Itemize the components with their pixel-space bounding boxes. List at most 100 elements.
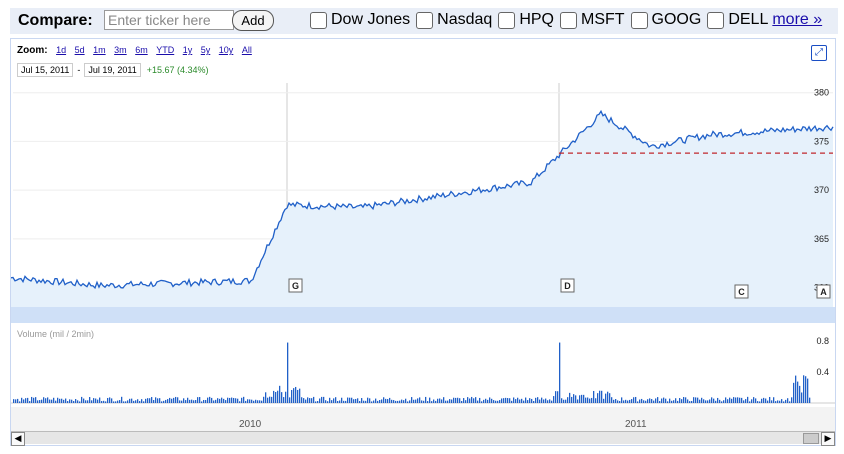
ticker-input[interactable] [104, 10, 234, 30]
add-button[interactable]: Add [232, 10, 274, 31]
scroll-right-icon[interactable]: ▶ [821, 432, 835, 446]
scroll-grip[interactable] [803, 433, 819, 444]
volume-bar [559, 342, 561, 403]
checkbox[interactable] [310, 11, 327, 29]
zoom-5y[interactable]: 5y [200, 45, 211, 55]
volume-bar [695, 397, 697, 403]
volume-bar [705, 400, 707, 403]
scroll-left-icon[interactable]: ◀ [11, 432, 25, 446]
volume-bar [45, 398, 47, 403]
more-link[interactable]: more » [772, 11, 823, 28]
volume-bar [33, 397, 35, 403]
volume-bar [27, 397, 29, 403]
compare-item-dell[interactable]: DELL [707, 11, 768, 29]
volume-bar [49, 399, 51, 403]
volume-bar [301, 397, 303, 403]
price-line [11, 109, 834, 290]
compare-item-msft[interactable]: MSFT [559, 11, 625, 29]
event-marker-G [288, 278, 303, 293]
volume-bar [715, 400, 717, 403]
checkbox[interactable] [559, 11, 577, 29]
event-label-A: A [820, 287, 827, 297]
zoom-1y[interactable]: 1y [182, 45, 193, 55]
volume-bar [551, 400, 553, 403]
zoom-5d[interactable]: 5d [74, 45, 85, 55]
volume-bar [805, 376, 807, 403]
expand-icon[interactable]: ⤢ [811, 45, 827, 61]
volume-bar [207, 397, 209, 403]
volume-bar [527, 400, 529, 403]
event-label-C: C [738, 287, 745, 297]
volume-bar [443, 397, 445, 403]
volume-bar [213, 400, 215, 403]
volume-bar [727, 399, 729, 403]
volume-bar [299, 388, 301, 403]
volume-bar [165, 399, 167, 403]
volume-bar [91, 400, 93, 403]
overview-strip[interactable]: 2010 2011 [11, 407, 835, 431]
volume-bar [789, 401, 791, 403]
volume-bar [323, 396, 325, 403]
volume-bar [95, 398, 97, 403]
volume-bar [47, 397, 49, 403]
volume-bar [765, 398, 767, 403]
checkbox[interactable] [707, 11, 725, 29]
zoom-1m[interactable]: 1m [93, 45, 106, 55]
compare-item-goog[interactable]: GOOG [630, 11, 701, 29]
volume-bar [609, 393, 611, 403]
volume-bar [627, 400, 629, 403]
volume-bar [369, 398, 371, 403]
volume-bar [85, 400, 87, 403]
volume-bar [19, 401, 21, 403]
volume-bar [673, 400, 675, 403]
compare-item-hpq[interactable]: HPQ [498, 11, 554, 29]
volume-bar [183, 398, 185, 403]
volume-bar [293, 388, 295, 403]
volume-bar [317, 401, 319, 403]
checkbox[interactable] [416, 11, 434, 29]
volume-bar [119, 400, 121, 403]
volume-bar [787, 398, 789, 403]
compare-item-dow-jones[interactable]: Dow Jones [310, 11, 410, 29]
volume-bar [535, 397, 537, 403]
scrollbar[interactable]: ◀ ▶ [11, 431, 835, 446]
zoom-1d[interactable]: 1d [56, 45, 67, 55]
volume-bar [37, 400, 39, 403]
volume-bar [113, 401, 115, 403]
volume-bar [71, 399, 73, 403]
start-date[interactable]: Jul 15, 2011 [17, 63, 74, 77]
checkbox[interactable] [498, 11, 516, 29]
volume-bar [749, 401, 751, 403]
zoom-6m[interactable]: 6m [135, 45, 148, 55]
end-date[interactable]: Jul 19, 2011 [84, 63, 141, 77]
volume-bar [507, 398, 509, 403]
event-label-G: G [292, 281, 299, 291]
volume-bar [263, 396, 265, 403]
volume-bar [617, 400, 619, 403]
volume-bar [481, 401, 483, 403]
volume-bar [237, 398, 239, 403]
volume-bar [717, 397, 719, 403]
volume-bar [399, 400, 401, 403]
volume-bar [667, 401, 669, 403]
zoom-label: Zoom: [17, 45, 48, 56]
volume-bar [509, 398, 511, 403]
zoom-all[interactable]: All [241, 45, 252, 55]
volume-bar [447, 400, 449, 403]
volume-bar [87, 400, 89, 403]
volume-bar [123, 401, 125, 403]
compare-item-nasdaq[interactable]: Nasdaq [416, 11, 492, 29]
zoom-ytd[interactable]: YTD [156, 45, 175, 55]
volume-bar [173, 397, 175, 403]
volume-bar [611, 397, 613, 403]
volume-bar [135, 400, 137, 403]
volume-bar [235, 398, 237, 403]
volume-bar [329, 397, 331, 403]
volume-bar [781, 399, 783, 403]
volume-title: Volume (mil / 2min) [17, 329, 95, 339]
zoom-10y[interactable]: 10y [218, 45, 234, 55]
zoom-3m[interactable]: 3m [114, 45, 127, 55]
volume-bar [215, 399, 217, 403]
volume-bar [373, 400, 375, 403]
checkbox[interactable] [630, 11, 648, 29]
